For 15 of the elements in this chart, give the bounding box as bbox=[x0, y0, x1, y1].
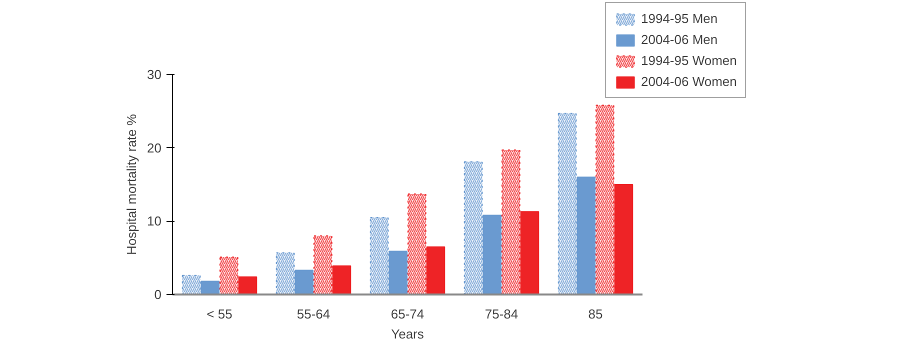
legend-label: 2004-06 Men bbox=[641, 32, 718, 47]
x-tick-label: 65-74 bbox=[390, 306, 424, 322]
legend-label: 1994-95 Women bbox=[641, 53, 737, 68]
y-tick-label: 10 bbox=[147, 214, 162, 229]
x-tick-label: 55-64 bbox=[296, 306, 330, 322]
x-tick-label: 85 bbox=[588, 306, 603, 322]
y-tick-label: 30 bbox=[147, 67, 162, 82]
x-axis-title: Years bbox=[391, 326, 424, 342]
y-tick-label: 0 bbox=[154, 287, 162, 302]
y-axis-title: Hospital mortality rate % bbox=[124, 114, 140, 255]
x-tick-label: 75-84 bbox=[484, 306, 518, 322]
y-tick-label: 20 bbox=[147, 140, 162, 156]
legend-label: 2004-06 Women bbox=[641, 74, 737, 89]
x-tick-label: < 55 bbox=[206, 306, 232, 322]
legend-label: 1994-95 Men bbox=[641, 11, 718, 26]
